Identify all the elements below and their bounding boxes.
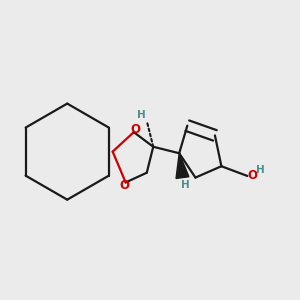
Text: H: H (137, 110, 146, 120)
Text: O: O (130, 123, 140, 136)
Polygon shape (176, 153, 189, 178)
Text: H: H (181, 180, 189, 190)
Text: O: O (247, 169, 257, 182)
Text: O: O (119, 179, 129, 192)
Text: H: H (256, 165, 265, 175)
